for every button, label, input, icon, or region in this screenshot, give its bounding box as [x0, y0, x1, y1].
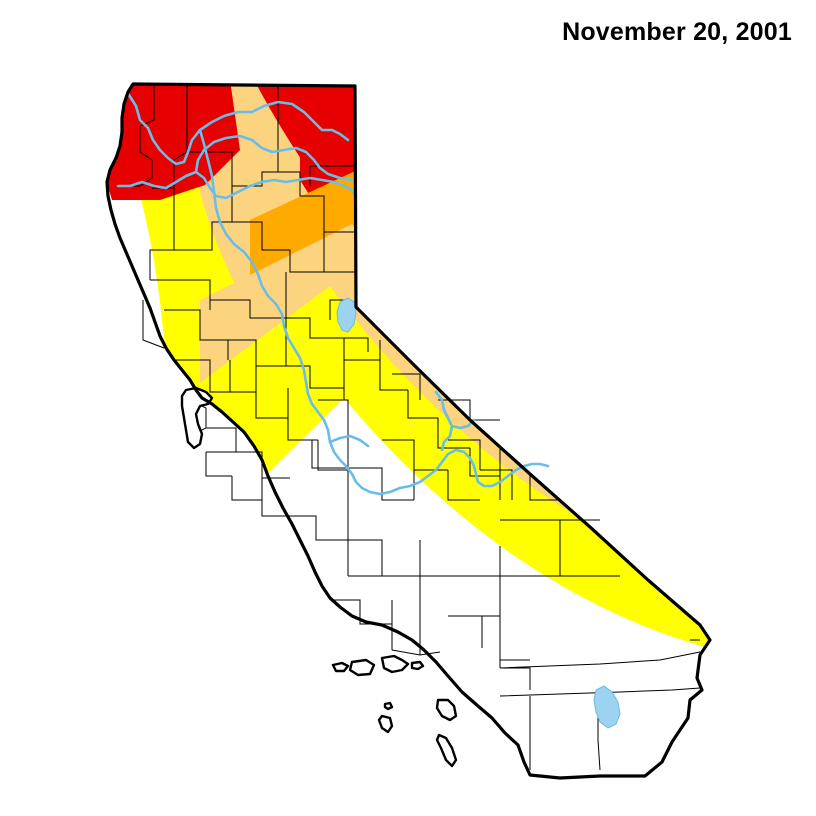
island-san-miguel	[331, 661, 350, 673]
channel-islands	[331, 654, 458, 768]
drought-band-d3-northwest	[107, 84, 240, 200]
island-santa-catalina	[435, 698, 458, 722]
san-francisco-bay	[180, 386, 214, 450]
island-san-clemente	[435, 733, 458, 768]
page-title: November 20, 2001	[562, 18, 792, 46]
island-san-nicolas	[377, 714, 394, 734]
california-state-outline	[105, 82, 712, 780]
island-anacapa	[410, 660, 425, 671]
county-boundaries	[118, 86, 701, 771]
island-santa-barbara-small	[383, 701, 394, 711]
island-santa-cruz	[380, 654, 410, 674]
salton-sea	[593, 685, 621, 729]
lake-tahoe	[336, 297, 357, 333]
island-santa-rosa	[348, 658, 376, 677]
